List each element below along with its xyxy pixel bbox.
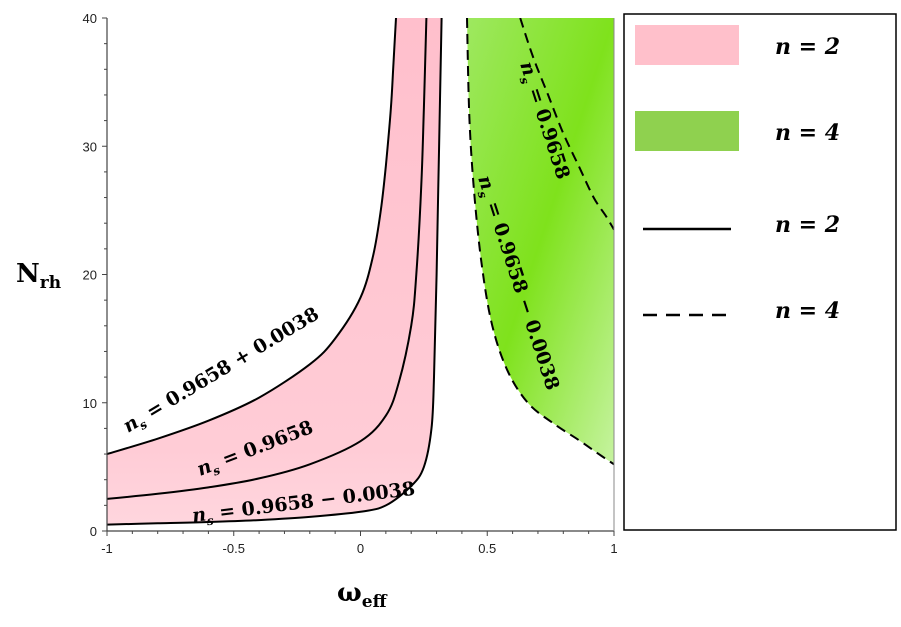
x-axis-title: ωeff xyxy=(337,578,388,612)
axes: 0 10 20 30 40 -1 -0.5 0 0.5 1 xyxy=(83,11,618,556)
x-tick-label: -1 xyxy=(101,541,113,556)
legend: n = 2 n = 4 n = 2 n = 4 xyxy=(623,13,897,531)
curve-n2-upper xyxy=(107,18,397,456)
curve-n4-central xyxy=(519,18,614,231)
legend-frame xyxy=(623,13,897,531)
x-tick-label: 0.5 xyxy=(478,541,496,556)
curve-n4-lower xyxy=(466,18,614,466)
x-tick-label: 0 xyxy=(357,541,364,556)
x-tick-label: -0.5 xyxy=(223,541,245,556)
x-tick-label: 1 xyxy=(610,541,617,556)
legend-swatch-fill xyxy=(635,25,739,65)
y-tick-label: 0 xyxy=(90,524,97,539)
legend-label: n = 2 xyxy=(775,34,840,60)
curve-n2-central xyxy=(107,18,428,500)
legend-label: n = 4 xyxy=(775,120,840,146)
y-tick-label: 10 xyxy=(83,396,97,411)
legend-label: n = 2 xyxy=(775,212,840,238)
region-n4 xyxy=(467,18,614,465)
y-tick-label: 30 xyxy=(83,139,97,154)
region-n2 xyxy=(107,18,442,525)
y-tick-label: 40 xyxy=(83,11,97,26)
legend-swatch-fill xyxy=(635,111,739,151)
legend-label: n = 4 xyxy=(775,298,840,324)
region-layer xyxy=(107,18,614,525)
y-axis-title: Nrh xyxy=(16,259,61,293)
curve-n2-lower xyxy=(107,18,443,526)
y-tick-label: 20 xyxy=(83,268,97,283)
curve-layer xyxy=(107,18,614,526)
